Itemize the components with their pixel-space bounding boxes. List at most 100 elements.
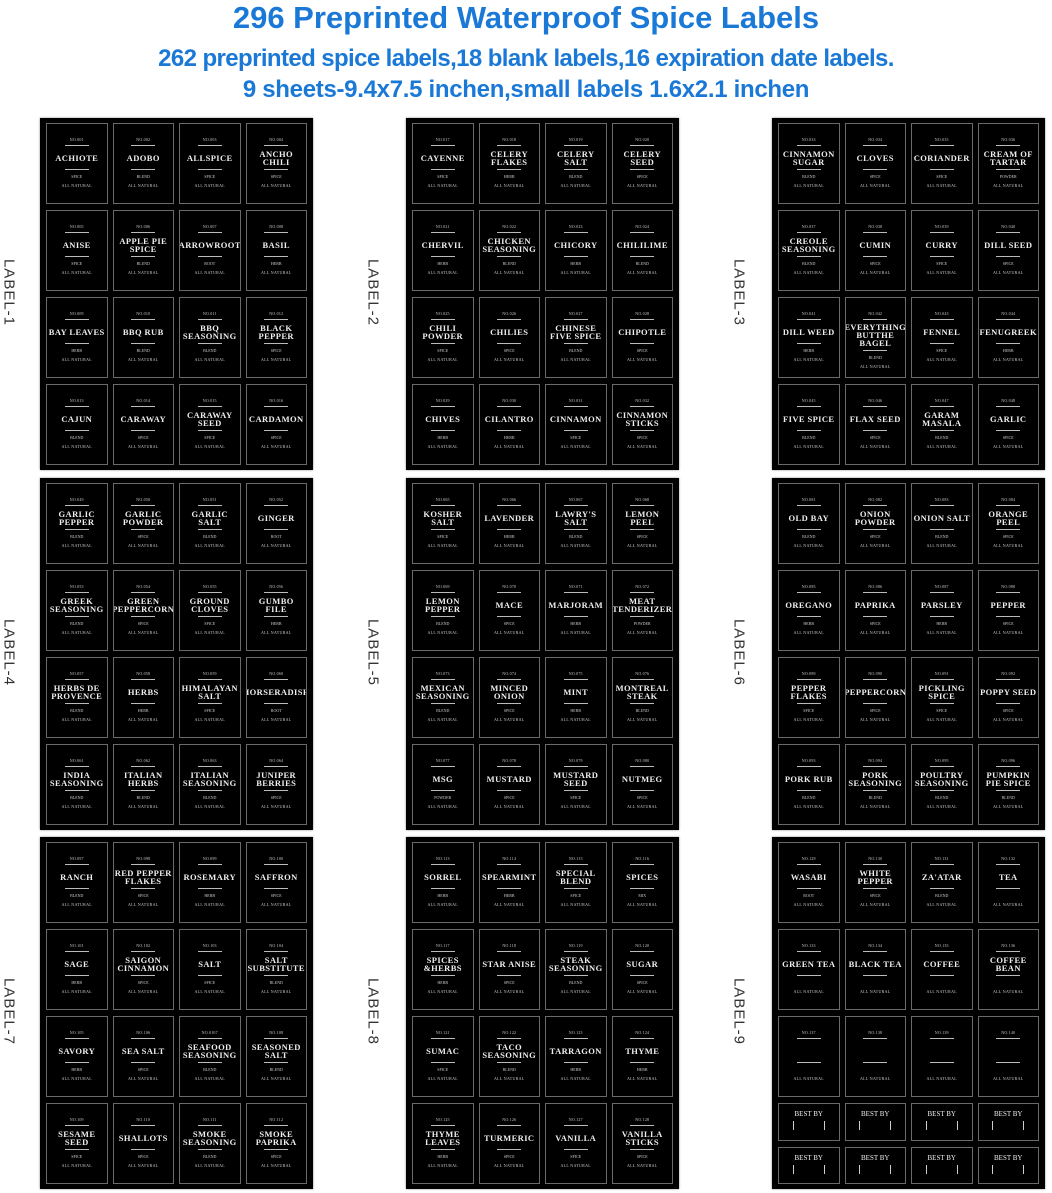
divider bbox=[563, 169, 588, 170]
spice-type: MIX bbox=[638, 893, 647, 898]
spice-type: ROOT bbox=[204, 261, 216, 266]
subtitle-line-2: 9 sheets-9.4x7.5 inchen,small labels 1.6… bbox=[242, 76, 810, 103]
all-natural-text: ALL NATURAL bbox=[926, 989, 958, 994]
divider bbox=[630, 616, 655, 617]
spice-type: SPICE bbox=[503, 980, 515, 985]
divider bbox=[863, 679, 888, 680]
all-natural-text: ALL NATURAL bbox=[260, 902, 292, 907]
label-number: NO.050 bbox=[136, 497, 151, 502]
spice-type: BLEND bbox=[635, 261, 649, 266]
spice-name: MEXICAN SEASONING bbox=[415, 682, 470, 701]
spice-name: ITALIAN SEASONING bbox=[182, 769, 237, 788]
spice-label: NO.009 BAY LEAVES HERB ALL NATURAL bbox=[46, 297, 108, 378]
spice-type bbox=[1008, 980, 1009, 985]
divider bbox=[563, 256, 588, 257]
spice-name: CHERVIL bbox=[421, 239, 464, 250]
all-natural-text: ALL NATURAL bbox=[926, 183, 958, 188]
spice-type: SPICE bbox=[936, 708, 948, 713]
spice-label: NO.106 SEA SALT SPICE ALL NATURAL bbox=[112, 1016, 174, 1097]
divider bbox=[563, 679, 588, 680]
spice-label: NO.036 CREAM OF TARTAR POWDER ALL NATURAL bbox=[977, 123, 1039, 204]
divider bbox=[996, 864, 1021, 865]
spice-label: NO.015 CARAWAY SEED SPICE ALL NATURAL bbox=[179, 384, 241, 465]
divider bbox=[563, 529, 588, 530]
spice-label: NO.016 CARDAMON SPICE ALL NATURAL bbox=[245, 384, 307, 465]
divider bbox=[197, 864, 222, 865]
spice-name: COFFEE bbox=[923, 958, 961, 969]
divider bbox=[996, 679, 1021, 680]
divider bbox=[563, 1125, 588, 1126]
divider bbox=[264, 1062, 289, 1063]
spice-name: SEAFOOD SEASONING bbox=[182, 1041, 237, 1060]
divider bbox=[430, 529, 455, 530]
label-number: NO.040 bbox=[1001, 224, 1016, 229]
spice-name: PORK SEASONING bbox=[848, 769, 903, 788]
spice-name: LEMON PEPPER bbox=[425, 595, 461, 614]
divider bbox=[64, 169, 89, 170]
label-sheet: NO.017 CAYENNE SPICE ALL NATURAL NO.018 CELER… bbox=[406, 118, 679, 470]
spice-type: SPICE bbox=[71, 1154, 83, 1159]
spice-type: HERB bbox=[570, 708, 582, 713]
spice-type: POWDER bbox=[633, 621, 651, 626]
spice-type: SPICE bbox=[503, 1154, 515, 1159]
divider bbox=[630, 430, 655, 431]
divider bbox=[131, 951, 156, 952]
divider bbox=[497, 319, 522, 320]
divider bbox=[264, 679, 289, 680]
divider bbox=[796, 529, 821, 530]
divider bbox=[929, 406, 954, 407]
divider bbox=[64, 888, 89, 889]
label-number: NO.093 bbox=[801, 758, 816, 763]
spice-type bbox=[875, 980, 876, 985]
divider bbox=[197, 592, 222, 593]
divider bbox=[563, 951, 588, 952]
divider bbox=[131, 766, 156, 767]
spice-label: NO.120 SUGAR SPICE ALL NATURAL bbox=[611, 929, 673, 1010]
spice-label: NO.101 SAGE HERB ALL NATURAL bbox=[46, 929, 108, 1010]
spice-name: SORREL bbox=[424, 871, 462, 882]
spice-type: BLEND bbox=[436, 621, 450, 626]
divider bbox=[863, 951, 888, 952]
spice-type: BLEND bbox=[802, 534, 816, 539]
divider bbox=[796, 679, 821, 680]
spice-label: NO.021 CHERVIL HERB ALL NATURAL bbox=[412, 210, 474, 291]
spice-label: NO.045 FIVE SPICE BLEND ALL NATURAL bbox=[778, 384, 840, 465]
spice-type: SPICE bbox=[570, 435, 582, 440]
divider bbox=[630, 975, 655, 976]
spice-name bbox=[941, 1042, 943, 1059]
spice-label: NO.112 SMOKE PAPRIKA SPICE ALL NATURAL bbox=[245, 1103, 307, 1184]
divider bbox=[497, 679, 522, 680]
divider bbox=[430, 592, 455, 593]
label-number: NO.073 bbox=[435, 671, 450, 676]
divider bbox=[863, 529, 888, 530]
label-number: NO.046 bbox=[868, 398, 883, 403]
spice-label: NO.132 TEA ALL NATURAL bbox=[977, 842, 1039, 923]
divider bbox=[996, 343, 1021, 344]
label-number: NO.115 bbox=[568, 856, 583, 861]
spice-type: HERB bbox=[437, 1154, 449, 1159]
best-by-label: BEST BY bbox=[977, 1146, 1039, 1184]
divider bbox=[929, 616, 954, 617]
spice-label: NO.006 APPLE PIE SPICE BLEND ALL NATURAL bbox=[112, 210, 174, 291]
label-number: NO.067 bbox=[568, 497, 583, 502]
divider bbox=[630, 790, 655, 791]
divider bbox=[497, 616, 522, 617]
spice-type: BLEND bbox=[935, 534, 949, 539]
label-number: NO.105 bbox=[69, 1030, 84, 1035]
all-natural-text: ALL NATURAL bbox=[427, 270, 459, 275]
divider bbox=[264, 319, 289, 320]
divider bbox=[863, 975, 888, 976]
spice-label: NO.087 PARSLEY HERB ALL NATURAL bbox=[911, 570, 973, 651]
spice-type: SPICE bbox=[137, 435, 149, 440]
spice-name: LAWRY'S SALT bbox=[555, 508, 597, 527]
spice-label: NO.042 EVERYTHING BUTTHE BAGEL BLEND ALL NA… bbox=[844, 297, 906, 378]
spice-type: BLEND bbox=[70, 435, 84, 440]
all-natural-text: ALL NATURAL bbox=[626, 183, 658, 188]
divider bbox=[430, 951, 455, 952]
spice-type: HERB bbox=[803, 621, 815, 626]
all-natural-text: ALL NATURAL bbox=[560, 804, 592, 809]
spice-name: ALLSPICE bbox=[186, 152, 233, 163]
divider bbox=[929, 529, 954, 530]
divider bbox=[630, 169, 655, 170]
spice-name: TARRAGON bbox=[549, 1045, 602, 1056]
